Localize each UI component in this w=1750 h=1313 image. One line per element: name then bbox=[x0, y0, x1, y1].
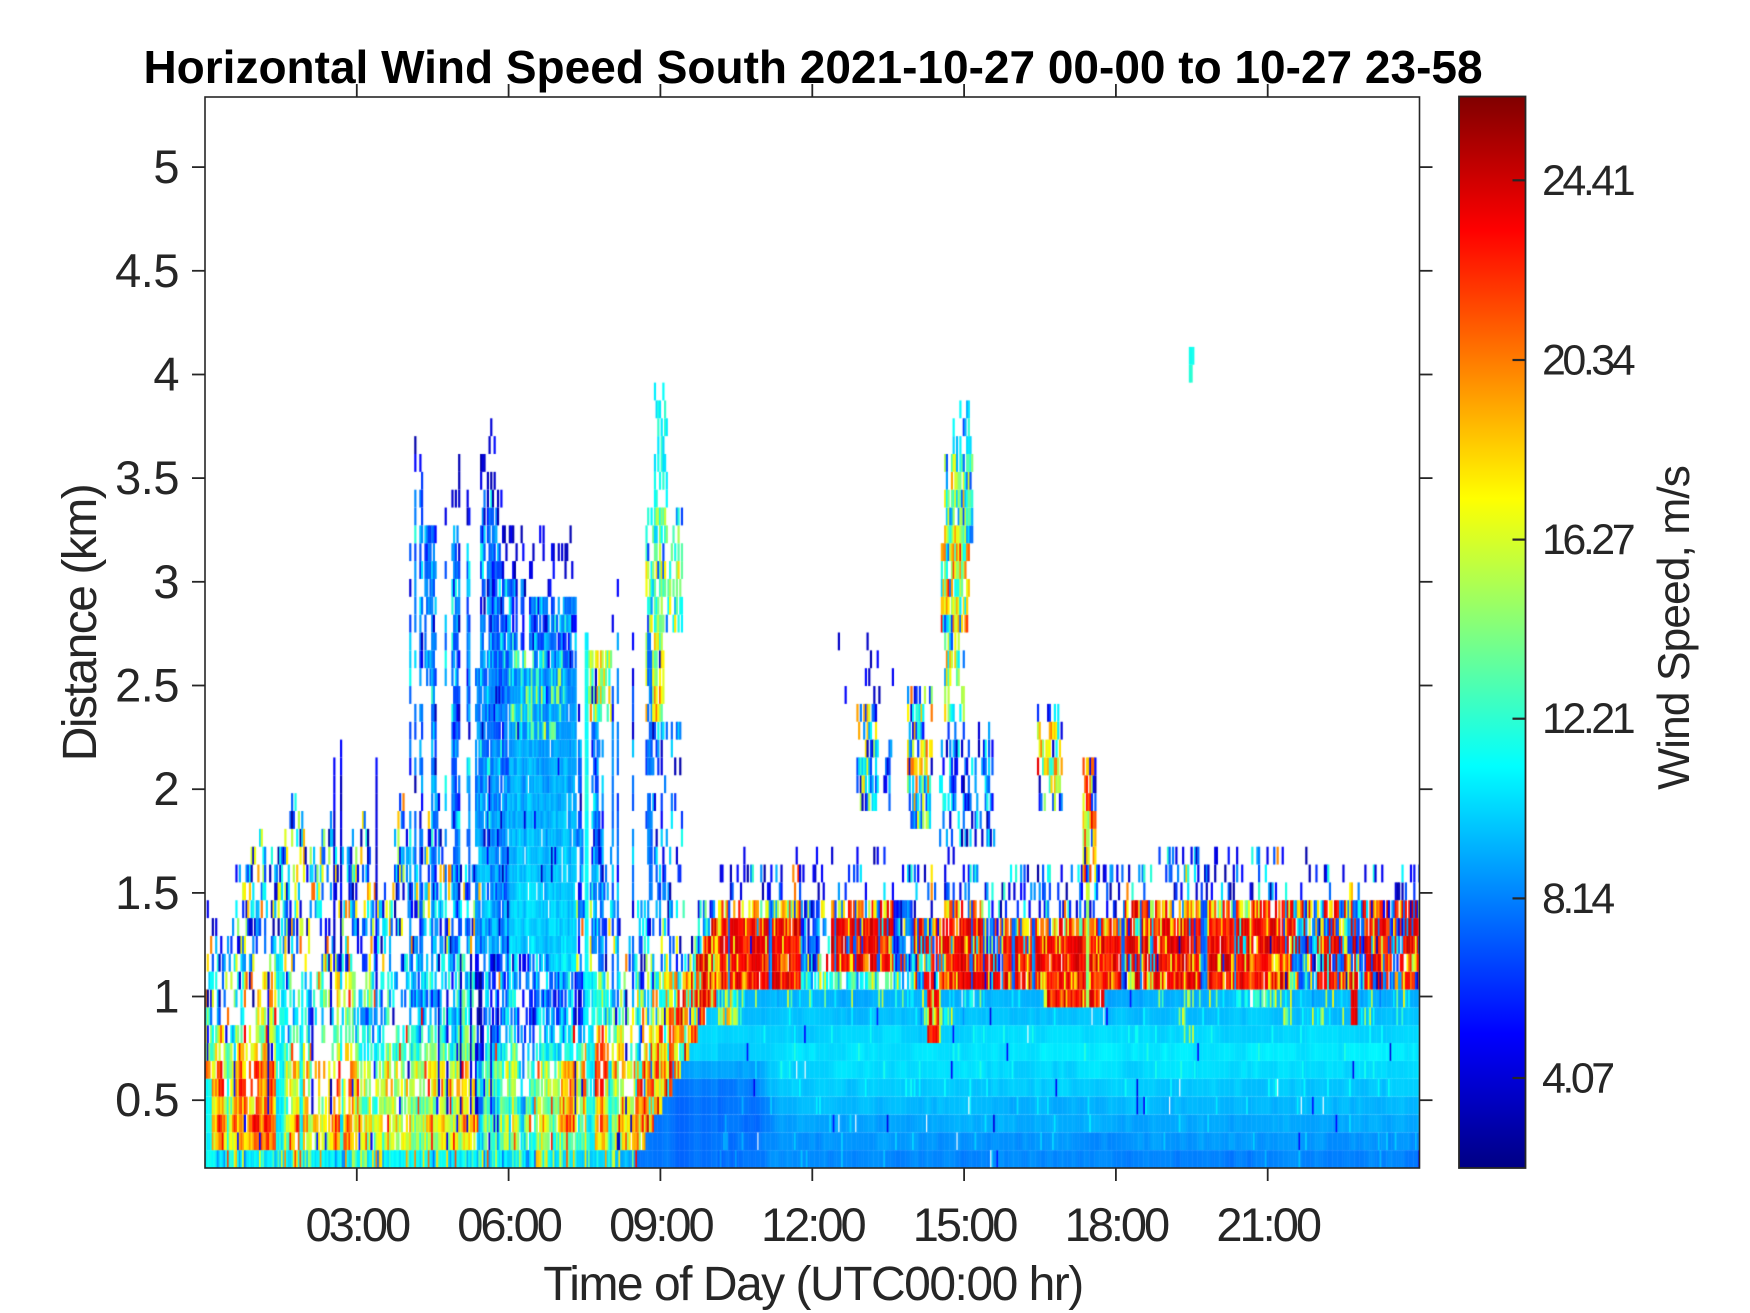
svg-text:24.41: 24.41 bbox=[1542, 157, 1634, 205]
svg-text:Time of Day (UTC00:00 hr): Time of Day (UTC00:00 hr) bbox=[543, 1258, 1083, 1311]
svg-text:20.34: 20.34 bbox=[1542, 337, 1635, 385]
svg-text:1: 1 bbox=[153, 970, 179, 1023]
svg-text:4: 4 bbox=[153, 348, 179, 401]
svg-text:18:00: 18:00 bbox=[1065, 1198, 1169, 1251]
svg-text:Distance (km): Distance (km) bbox=[54, 485, 107, 762]
svg-text:8.14: 8.14 bbox=[1542, 875, 1614, 923]
svg-text:15:00: 15:00 bbox=[913, 1198, 1017, 1251]
svg-text:5: 5 bbox=[153, 140, 179, 193]
svg-text:3: 3 bbox=[153, 555, 179, 608]
svg-text:2: 2 bbox=[153, 762, 179, 815]
svg-text:03:00: 03:00 bbox=[305, 1198, 409, 1251]
svg-text:4.5: 4.5 bbox=[115, 244, 179, 297]
svg-text:2.5: 2.5 bbox=[115, 659, 179, 712]
svg-text:0.5: 0.5 bbox=[115, 1073, 179, 1126]
svg-text:09:00: 09:00 bbox=[609, 1198, 713, 1251]
svg-text:Wind Speed, m/s: Wind Speed, m/s bbox=[1650, 466, 1699, 790]
svg-text:06:00: 06:00 bbox=[457, 1198, 561, 1251]
svg-text:12.21: 12.21 bbox=[1542, 695, 1634, 743]
svg-text:16.27: 16.27 bbox=[1542, 516, 1634, 564]
svg-text:Horizontal Wind Speed South 20: Horizontal Wind Speed South 2021-10-27 0… bbox=[143, 41, 1482, 93]
svg-text:21:00: 21:00 bbox=[1216, 1198, 1320, 1251]
svg-text:12:00: 12:00 bbox=[761, 1198, 865, 1251]
svg-text:3.5: 3.5 bbox=[115, 451, 179, 504]
svg-text:1.5: 1.5 bbox=[115, 866, 179, 919]
svg-text:4.07: 4.07 bbox=[1542, 1055, 1613, 1103]
